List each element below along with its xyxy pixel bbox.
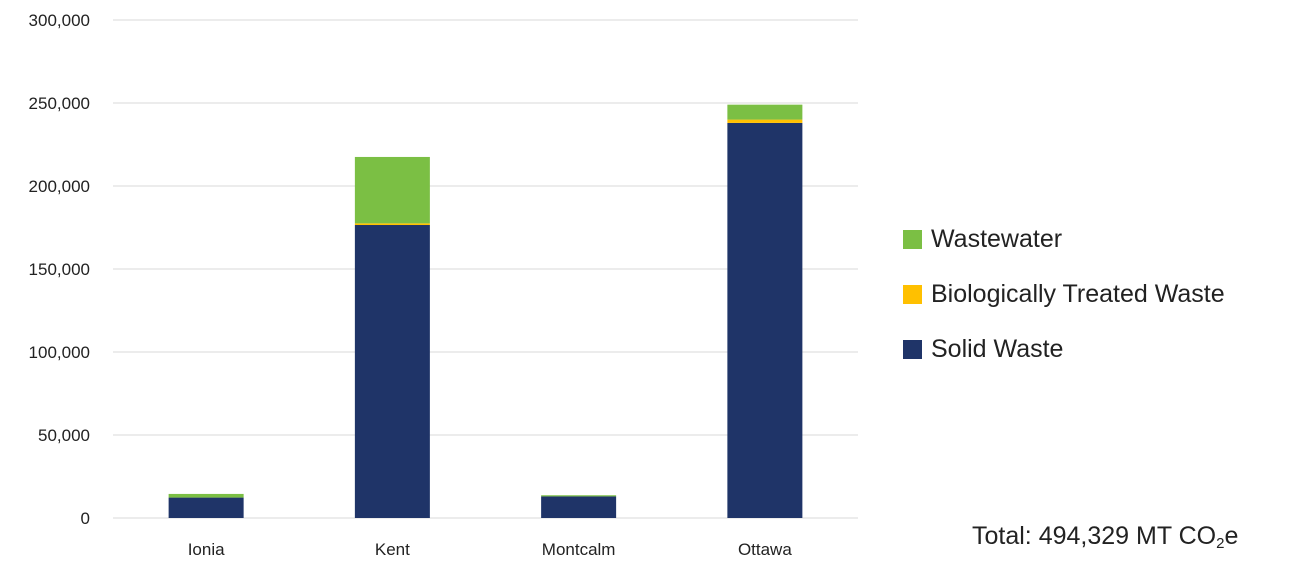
y-tick-label: 150,000	[29, 260, 90, 279]
legend-item-solid-waste: Solid Waste	[903, 322, 1225, 377]
legend-item-wastewater: Wastewater	[903, 212, 1225, 267]
bar-montcalm-solid-waste	[541, 496, 617, 518]
x-category-label: Ionia	[188, 540, 225, 559]
legend-label-solid-waste: Solid Waste	[931, 335, 1064, 363]
gridlines	[113, 19, 858, 519]
y-tick-label: 50,000	[38, 426, 90, 445]
bar-ionia-solid-waste	[168, 497, 244, 518]
legend-swatch-biologically-treated-waste	[903, 285, 922, 304]
total-subscript: 2	[1216, 535, 1225, 552]
bar-ottawa-wastewater	[727, 104, 803, 120]
bar-ionia-wastewater	[168, 493, 244, 498]
legend-label-biologically-treated-waste: Biologically Treated Waste	[931, 280, 1225, 308]
total-suffix: e	[1224, 522, 1239, 550]
bar-kent-biologically-treated-waste	[354, 223, 430, 226]
y-tick-label: 200,000	[29, 177, 90, 196]
bar-ottawa-solid-waste	[727, 122, 803, 519]
bar-kent-wastewater	[354, 156, 430, 224]
y-tick-label: 250,000	[29, 94, 90, 113]
total-text: Total: 494,329 MT CO	[972, 522, 1217, 550]
x-category-label: Ottawa	[738, 540, 792, 559]
y-tick-label: 0	[81, 509, 90, 528]
legend-item-biologically-treated-waste: Biologically Treated Waste	[903, 267, 1225, 322]
x-axis-category-labels: Ionia Kent Montcalm Ottawa	[188, 540, 793, 559]
total-annotation: Total: 494,329 MT CO2e	[972, 522, 1238, 552]
legend-label-wastewater: Wastewater	[931, 225, 1063, 253]
y-tick-label: 300,000	[29, 11, 90, 30]
y-axis-tick-labels: 0 50,000 100,000 150,000 200,000 250,000 300,0…	[29, 11, 90, 528]
x-category-label: Kent	[375, 540, 410, 559]
legend-swatch-wastewater	[903, 230, 922, 249]
legend: Wastewater Biologically Treated Waste So…	[903, 212, 1225, 377]
bar-kent-solid-waste	[354, 225, 430, 518]
bar-montcalm-wastewater	[541, 495, 617, 497]
y-tick-label: 100,000	[29, 343, 90, 362]
bar-chart: 0 50,000 100,000 150,000 200,000 250,000 300,0…	[29, 11, 858, 559]
bars	[168, 104, 803, 519]
legend-swatch-solid-waste	[903, 340, 922, 359]
x-category-label: Montcalm	[542, 540, 616, 559]
bar-ottawa-biologically-treated-waste	[727, 119, 803, 123]
